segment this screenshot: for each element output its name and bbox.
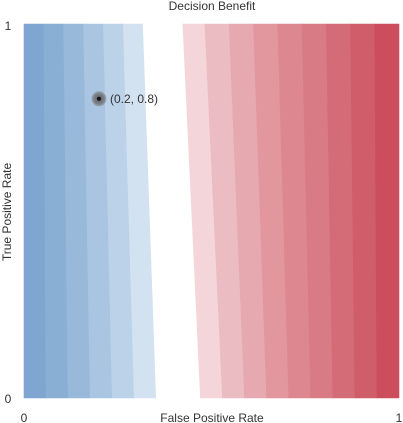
- y-tick-label-top: 1: [5, 19, 12, 33]
- heatmap-band: [23, 23, 47, 399]
- heatmap-band: [374, 23, 400, 399]
- heatmap-plot-area[interactable]: [23, 23, 400, 399]
- points-layer: (0.2, 0.8): [91, 91, 158, 107]
- heatmap-band: [350, 23, 378, 399]
- chart-title: Decision Benefit: [169, 0, 256, 13]
- x-axis-title: False Positive Rate: [160, 411, 264, 423]
- y-axis-title: True Positive Rate: [0, 163, 14, 262]
- point-label: (0.2, 0.8): [110, 92, 158, 106]
- point-marker[interactable]: [97, 96, 101, 101]
- x-tick-label-right: 1: [396, 411, 403, 423]
- x-tick-label-left: 0: [21, 411, 28, 423]
- y-tick-label-bottom: 0: [5, 392, 12, 406]
